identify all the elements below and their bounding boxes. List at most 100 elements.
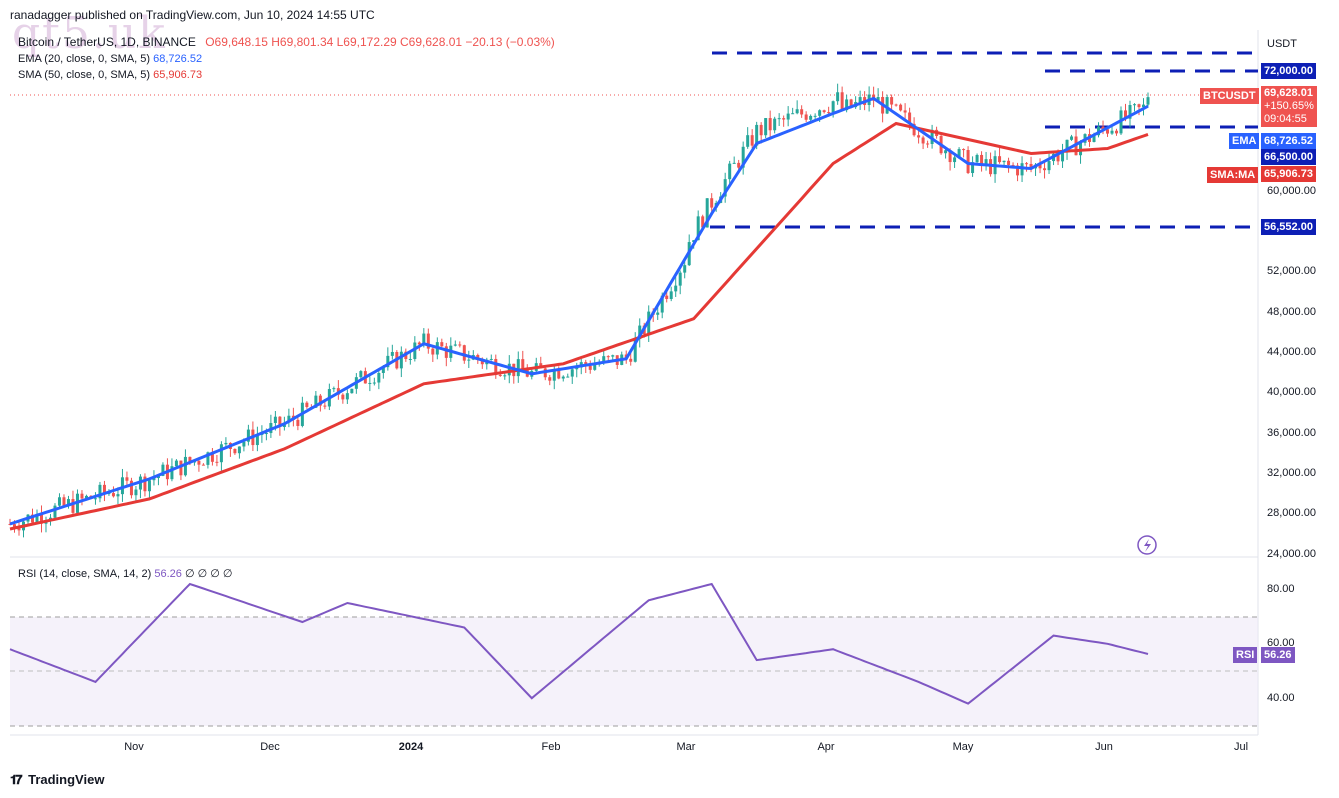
candle-body <box>638 325 642 340</box>
candle-body <box>503 375 507 377</box>
candle-body <box>521 359 525 370</box>
candle-body <box>782 118 786 120</box>
tag-rsi-value: 56.26 <box>1261 647 1295 663</box>
candle-body <box>323 405 327 407</box>
candle-body <box>948 150 952 163</box>
candle-body <box>467 359 471 361</box>
candle-body <box>723 179 727 197</box>
candle-body <box>728 163 732 180</box>
candle-body <box>611 355 615 357</box>
candle-body <box>800 109 804 115</box>
rsi-legend-label: RSI (14, close, SMA, 14, 2) <box>18 568 152 580</box>
tick-44000: 44,000.00 <box>1267 346 1316 358</box>
candle-body <box>696 216 700 241</box>
candle-body <box>408 358 412 360</box>
candle-body <box>62 497 66 506</box>
candle-body <box>390 352 394 356</box>
candle-body <box>561 376 565 379</box>
candle-body <box>215 461 219 463</box>
candle-body <box>890 97 894 105</box>
rsi-legend[interactable]: RSI (14, close, SMA, 14, 2) 56.26 ∅ ∅ ∅ … <box>18 567 232 580</box>
candle-body <box>381 367 385 373</box>
candle-body <box>1047 161 1051 171</box>
candle-body <box>1124 110 1128 119</box>
symbol-line: Bitcoin / TetherUS, 1D, BINANCE O69,648.… <box>18 35 555 49</box>
candle-body <box>368 382 372 384</box>
candle-body <box>377 372 381 383</box>
candle-body <box>39 513 43 524</box>
candle-body <box>494 358 498 375</box>
candle-body <box>1056 153 1060 162</box>
candle-body <box>125 477 129 481</box>
candle-body <box>1128 105 1132 119</box>
candle-body <box>372 382 376 384</box>
candle-body <box>116 494 120 497</box>
candle-body <box>201 464 205 466</box>
candle-body <box>552 369 556 381</box>
candle-body <box>224 442 228 445</box>
candle-body <box>962 149 966 151</box>
axis-currency[interactable]: USDT <box>1267 38 1297 50</box>
candle-body <box>462 345 466 361</box>
candle-body <box>188 456 192 463</box>
tradingview-logo[interactable]: 𝟏𝟕 TradingView <box>10 772 104 788</box>
candle-body <box>746 135 750 147</box>
candle-body <box>93 498 97 500</box>
candle-body <box>804 114 808 120</box>
time-apr: Apr <box>817 741 835 753</box>
rsi-legend-value: 56.26 <box>154 568 182 580</box>
candle-body <box>35 513 39 523</box>
candle-body <box>422 333 426 345</box>
tv-logo-icon: 𝟏𝟕 <box>10 773 23 788</box>
candles-group <box>8 83 1150 538</box>
candle-body <box>507 363 511 376</box>
tag-ema-label: EMA <box>1229 133 1260 149</box>
candle-body <box>629 358 633 362</box>
candle-body <box>174 460 178 467</box>
candle-body <box>836 92 840 102</box>
time-dec: Dec <box>260 741 280 753</box>
candle-body <box>183 456 187 476</box>
candle-body <box>350 388 354 394</box>
candle-body <box>953 157 957 163</box>
candle-body <box>1061 152 1065 162</box>
tick-60000: 60,000.00 <box>1267 185 1316 197</box>
time-feb: Feb <box>541 741 561 753</box>
tag-pct: +150.65% <box>1264 100 1314 112</box>
candle-body <box>570 369 574 377</box>
candle-body <box>273 416 277 424</box>
candle-body <box>8 523 12 525</box>
candle-body <box>417 342 421 345</box>
candle-body <box>237 446 241 454</box>
candle-body <box>1106 129 1110 134</box>
candle-body <box>809 115 813 120</box>
candle-body <box>813 115 817 117</box>
candle-body <box>678 272 682 286</box>
symbol-title: Bitcoin / TetherUS, 1D, BINANCE <box>18 35 196 49</box>
rsi-tick-40: 40.00 <box>1267 692 1295 704</box>
tag-symbol: BTCUSDT <box>1200 88 1259 104</box>
publisher-line: ranadagger published on TradingView.com,… <box>10 8 375 22</box>
tick-48000: 48,000.00 <box>1267 306 1316 318</box>
candle-body <box>750 135 754 146</box>
candle-body <box>786 113 790 120</box>
candle-body <box>831 101 835 113</box>
candle-body <box>426 333 430 349</box>
candle-body <box>791 113 795 115</box>
candle-body <box>264 433 268 435</box>
candle-body <box>242 441 246 447</box>
candle-body <box>656 312 660 315</box>
candle-body <box>908 112 912 124</box>
candle-body <box>161 464 165 476</box>
ema-legend[interactable]: EMA (20, close, 0, SMA, 5) 68,726.52 <box>18 53 202 65</box>
candle-body <box>80 493 84 499</box>
candle-body <box>822 110 826 113</box>
candle-body <box>179 460 183 476</box>
candle-body <box>602 356 606 364</box>
sma-legend[interactable]: SMA (50, close, 0, SMA, 5) 65,906.73 <box>18 69 202 81</box>
rsi-tick-80: 80.00 <box>1267 583 1295 595</box>
candle-body <box>516 359 520 377</box>
candle-body <box>1133 104 1137 106</box>
rsi-line <box>9 582 1149 705</box>
